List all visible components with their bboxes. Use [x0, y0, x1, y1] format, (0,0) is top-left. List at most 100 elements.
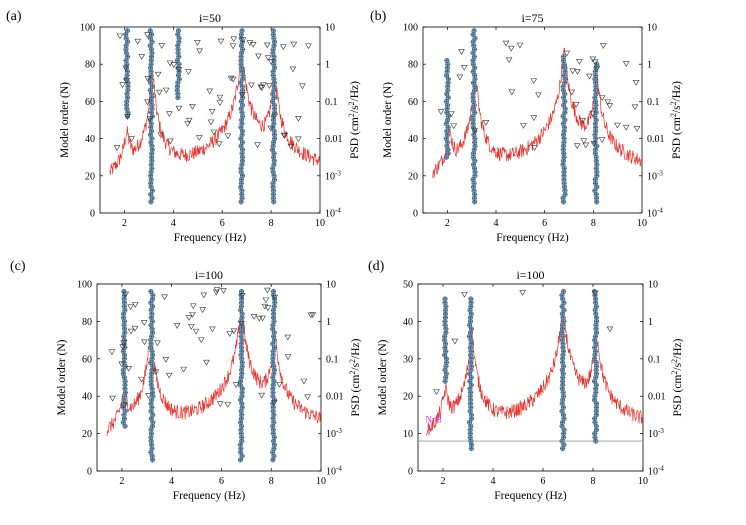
stable-pole-cross: [560, 195, 566, 201]
x-tick-label: 4: [171, 218, 176, 229]
stable-pole-cross: [470, 39, 476, 45]
unstable-pole-marker: [207, 119, 215, 126]
unstable-pole-marker: [433, 389, 440, 395]
psd-tick-label: 0.1: [325, 97, 338, 108]
stable-pole-cross: [470, 113, 476, 119]
x-axis-label: Frequency (Hz): [494, 490, 567, 502]
y-tick-label: 20: [403, 392, 413, 403]
unstable-pole-marker: [579, 117, 586, 124]
stable-pole-cross: [174, 58, 180, 63]
stable-pole-cross: [122, 423, 128, 429]
y-tick-label: 40: [408, 134, 418, 145]
psd-tick-label: 10-4: [326, 465, 342, 478]
unstable-pole-marker: [591, 290, 599, 297]
unstable-pole-marker: [166, 60, 174, 67]
unstable-pole-marker: [586, 73, 593, 80]
unstable-pole-marker: [192, 328, 200, 335]
stable-pole-cross: [472, 84, 478, 89]
stable-pole-cross: [271, 289, 276, 294]
psd-tick-label: 10: [326, 280, 336, 291]
unstable-pole-marker: [264, 55, 272, 62]
x-axis-label: Frequency (Hz): [174, 232, 247, 244]
stable-pole-cross: [175, 80, 181, 86]
stable-pole-cross: [467, 420, 472, 425]
stable-pole-cross: [239, 99, 244, 104]
stable-pole-cross: [443, 121, 449, 127]
stable-pole-cross: [272, 95, 277, 100]
chart-panel-b: (b) i=752 4 6 8 1002040608010010-410-30.010.1…: [370, 9, 683, 244]
x-tick-label: 2: [441, 476, 446, 487]
psd-tick-label: 0.1: [647, 97, 660, 108]
y-tick-label: 20: [408, 171, 418, 182]
x-tick-label: 2: [445, 218, 450, 229]
x-tick-label: 10: [316, 476, 326, 487]
unstable-pole-marker: [598, 95, 606, 101]
stable-pole-cross: [121, 367, 126, 373]
x-tick-label: 2: [122, 218, 127, 229]
unstable-pole-marker: [254, 142, 261, 149]
stable-pole-cross: [560, 420, 565, 425]
stable-pole-cross: [148, 427, 154, 433]
unstable-pole-marker: [232, 382, 240, 388]
stable-pole-cross: [239, 453, 245, 459]
chart-panel-a: (a) i=502 4 6 8 1002040608010010-410-30.010.1…: [6, 9, 361, 244]
stable-pole-cross: [148, 322, 154, 328]
psd-tick-label: 10-3: [325, 169, 341, 182]
stable-pole-cross: [561, 427, 567, 433]
stable-pole-cross: [176, 35, 182, 41]
psd-line: [109, 48, 320, 175]
unstable-pole-marker: [128, 136, 135, 143]
unstable-pole-marker: [580, 138, 588, 145]
unstable-pole-marker: [307, 312, 315, 319]
panel-title: i=100: [516, 268, 544, 282]
unstable-pole-marker: [305, 43, 312, 50]
stable-pole-cross: [121, 289, 127, 294]
psd-tick-label: 0.01: [325, 134, 343, 145]
stable-pole-cross: [592, 378, 597, 384]
stable-pole-cross: [446, 76, 451, 82]
stable-pole-cross: [238, 457, 243, 463]
panel-label: (d): [368, 259, 385, 274]
stable-pole-cross: [562, 117, 568, 123]
unstable-pole-marker: [460, 65, 468, 71]
unstable-pole-marker: [281, 133, 289, 139]
x-axis-label: Frequency (Hz): [496, 232, 569, 244]
stable-pole-cross: [270, 180, 276, 186]
threshold-annotation: N=8: [426, 414, 443, 424]
unstable-pole-marker: [448, 111, 455, 118]
stable-pole-cross: [271, 330, 277, 335]
stable-pole-cross: [468, 375, 474, 380]
stable-pole-cross: [467, 378, 473, 384]
unstable-pole-marker: [593, 65, 601, 72]
stable-pole-cross: [272, 102, 277, 108]
stable-pole-cross: [271, 28, 276, 34]
unstable-pole-marker: [632, 79, 640, 86]
stable-pole-cross: [239, 28, 245, 34]
psd-tick-label: 1: [326, 317, 331, 328]
y-tick-label: 60: [408, 97, 418, 108]
unstable-pole-marker: [124, 113, 131, 120]
unstable-pole-marker: [189, 104, 196, 110]
stable-pole-cross: [147, 43, 153, 48]
stable-pole-cross: [123, 58, 129, 63]
unstable-pole-marker: [300, 378, 308, 385]
unstable-pole-marker: [170, 62, 178, 68]
psd-tick-label: 0.01: [648, 392, 666, 403]
unstable-pole-marker: [606, 103, 613, 109]
stable-pole-cross: [176, 61, 182, 67]
stable-pole-cross: [240, 128, 245, 134]
unstable-pole-marker: [246, 40, 254, 47]
unstable-pole-marker: [144, 76, 152, 82]
stable-pole-cross: [559, 292, 565, 298]
unstable-pole-marker: [264, 287, 271, 294]
x-tick-label: 8: [591, 476, 596, 487]
unstable-pole-marker: [184, 121, 191, 127]
psd-axis-label: PSD (cm2/s2/Hz): [670, 338, 684, 416]
unstable-pole-marker: [162, 87, 170, 94]
x-tick-label: 4: [491, 476, 496, 487]
x-tick-label: 8: [269, 218, 274, 229]
stable-pole-cross: [121, 311, 126, 317]
unstable-pole-marker: [250, 314, 258, 320]
unstable-pole-marker: [134, 38, 142, 45]
